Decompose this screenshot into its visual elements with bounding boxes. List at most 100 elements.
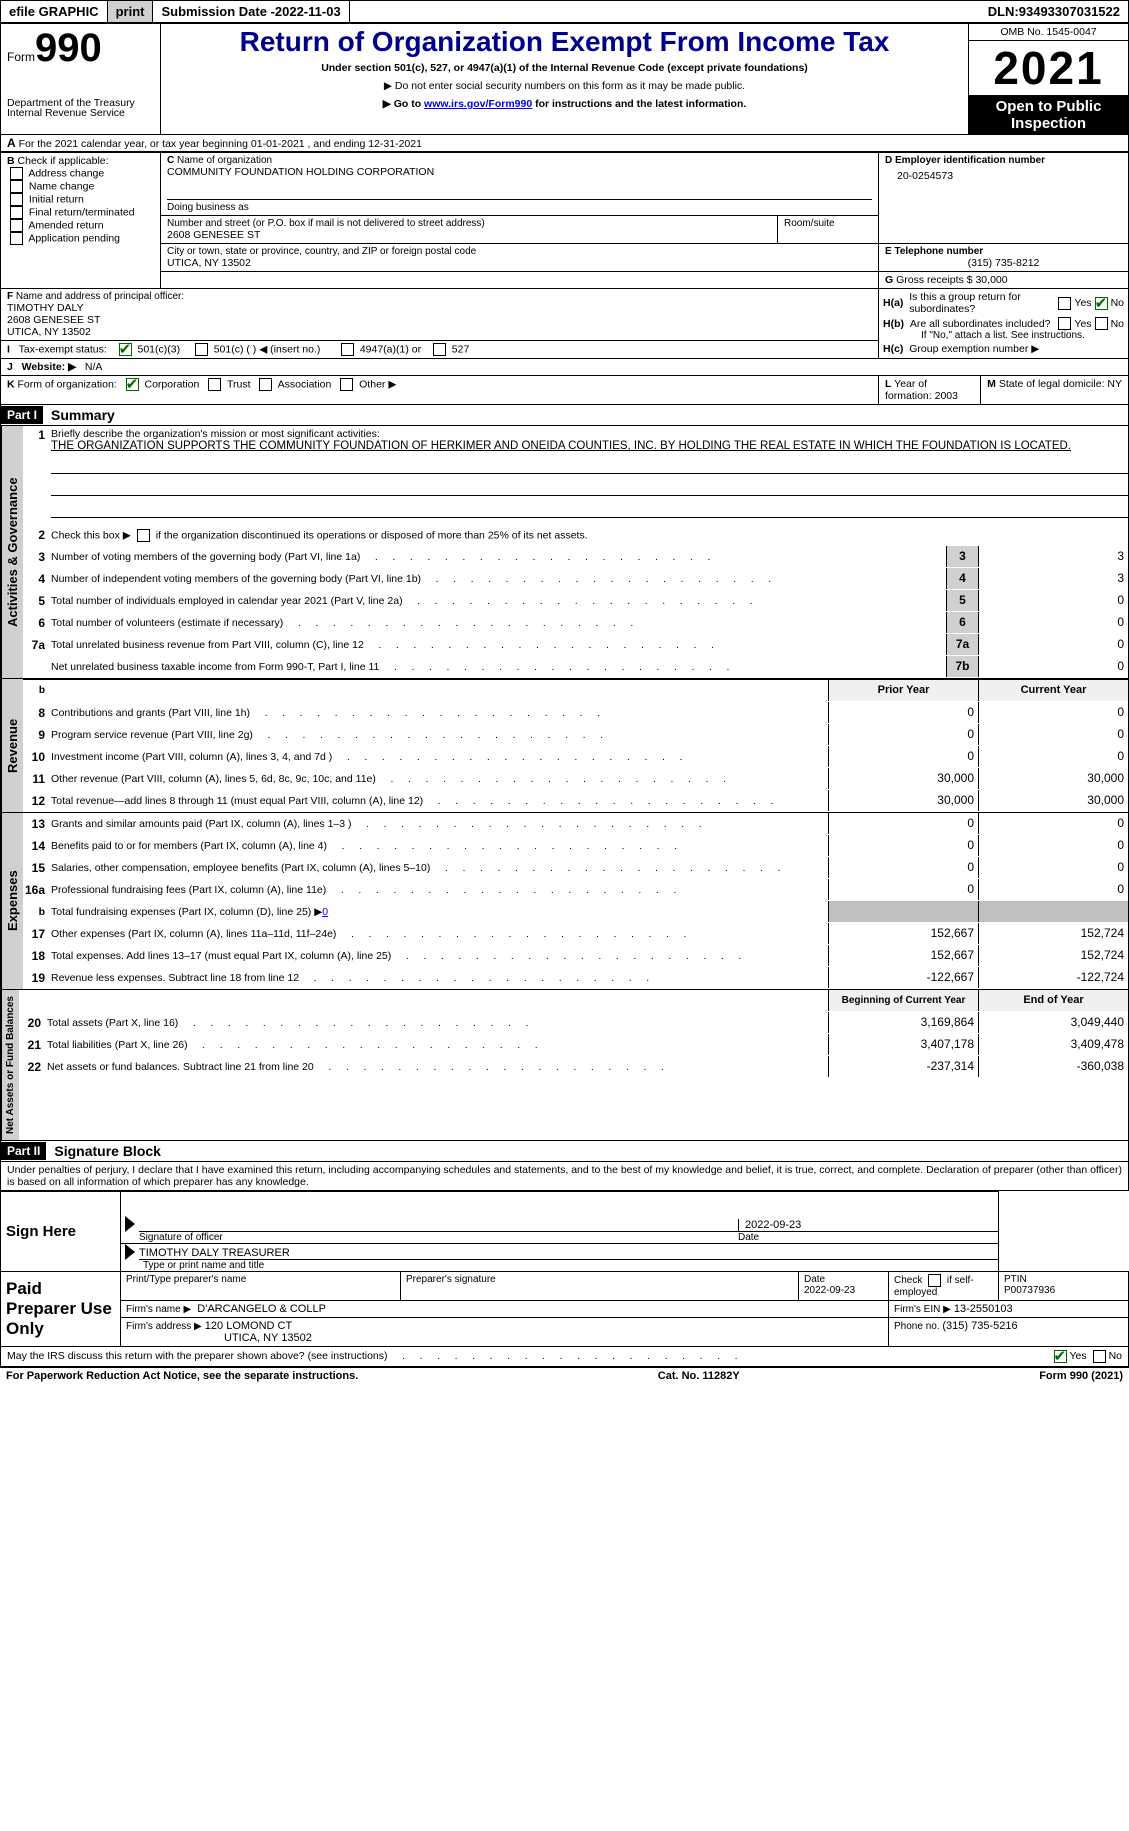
- summary-line: 3 Number of voting members of the govern…: [23, 546, 1128, 568]
- end-year-header: End of Year: [978, 990, 1128, 1011]
- footer-left: For Paperwork Reduction Act Notice, see …: [6, 1370, 358, 1382]
- ha-no[interactable]: [1095, 297, 1108, 310]
- revenue-section: Revenue b Prior Year Current Year 8 Cont…: [0, 679, 1129, 813]
- ha-yes[interactable]: [1058, 297, 1071, 310]
- sig-arrow-icon: [125, 1216, 135, 1232]
- tax-year: 2021: [969, 41, 1128, 95]
- officer-name: TIMOTHY DALY: [7, 302, 872, 314]
- mission-text: THE ORGANIZATION SUPPORTS THE COMMUNITY …: [51, 440, 1128, 452]
- chk-amended[interactable]: Amended return: [7, 219, 154, 232]
- org-name: COMMUNITY FOUNDATION HOLDING CORPORATION: [167, 166, 872, 178]
- line-b-desc: Total fundraising expenses (Part IX, col…: [51, 906, 828, 918]
- chk-discontinued[interactable]: [137, 529, 150, 542]
- q1-label: Briefly describe the organization's miss…: [51, 428, 1128, 440]
- summary-line: 19 Revenue less expenses. Subtract line …: [23, 967, 1128, 989]
- firm-addr1: 120 LOMOND CT: [205, 1320, 292, 1332]
- tax-year-line: A For the 2021 calendar year, or tax yea…: [0, 135, 1129, 152]
- footer-right: Form 990 (2021): [1039, 1370, 1123, 1382]
- sig-officer-label: Signature of officer: [139, 1232, 738, 1243]
- chk-527[interactable]: [433, 343, 446, 356]
- chk-501c3[interactable]: [119, 343, 132, 356]
- print-button[interactable]: print: [108, 1, 154, 22]
- netassets-label: Net Assets or Fund Balances: [1, 990, 19, 1140]
- summary-line: 11 Other revenue (Part VIII, column (A),…: [23, 768, 1128, 790]
- summary-line: 22 Net assets or fund balances. Subtract…: [19, 1056, 1128, 1078]
- chk-self-employed[interactable]: [928, 1274, 941, 1287]
- hb-no[interactable]: [1095, 317, 1108, 330]
- firm-phone-label: Phone no.: [894, 1321, 942, 1332]
- irs-link[interactable]: www.irs.gov/Form990: [424, 98, 532, 110]
- hb-label: Are all subordinates included?: [910, 318, 1056, 330]
- summary-line: 6 Total number of volunteers (estimate i…: [23, 612, 1128, 634]
- sign-here-label: Sign Here: [1, 1192, 121, 1272]
- hb-yes[interactable]: [1058, 317, 1071, 330]
- discuss-no[interactable]: [1093, 1350, 1106, 1363]
- efile-label: efile GRAPHIC: [1, 1, 108, 22]
- city-label: City or town, state or province, country…: [167, 246, 872, 257]
- expenses-section: Expenses 13 Grants and similar amounts p…: [0, 813, 1129, 990]
- street-label: Number and street (or P.O. box if mail i…: [167, 218, 771, 229]
- part2-title: Signature Block: [46, 1141, 169, 1161]
- summary-line: 10 Investment income (Part VIII, column …: [23, 746, 1128, 768]
- begin-year-header: Beginning of Current Year: [828, 990, 978, 1011]
- form-subtitle: Under section 501(c), 527, or 4947(a)(1)…: [167, 62, 962, 74]
- chk-trust[interactable]: [208, 378, 221, 391]
- sig-name-label: Type or print name and title: [125, 1260, 998, 1271]
- summary-line: 16a Professional fundraising fees (Part …: [23, 879, 1128, 901]
- form-note2: ▶ Go to www.irs.gov/Form990 for instruct…: [167, 98, 962, 110]
- prep-sig-label: Preparer's signature: [406, 1274, 793, 1285]
- page-footer: For Paperwork Reduction Act Notice, see …: [0, 1367, 1129, 1384]
- chk-address[interactable]: Address change: [7, 167, 154, 180]
- chk-final[interactable]: Final return/terminated: [7, 206, 154, 219]
- prep-date-value: 2022-09-23: [804, 1285, 883, 1296]
- chk-assoc[interactable]: [259, 378, 272, 391]
- org-info-table: B Check if applicable: Address change Na…: [0, 152, 1129, 405]
- website-label: Website: ▶: [22, 361, 77, 373]
- gross-value: 30,000: [975, 274, 1007, 286]
- chk-pending[interactable]: Application pending: [7, 232, 154, 245]
- chk-corp[interactable]: [126, 378, 139, 391]
- firm-ein-label: Firm's EIN ▶: [894, 1304, 951, 1315]
- shaded-cell: [828, 901, 978, 922]
- form-number: 990: [35, 26, 102, 70]
- activities-section: Activities & Governance 1 Briefly descri…: [0, 426, 1129, 679]
- h-note: If "No," attach a list. See instructions…: [883, 330, 1124, 341]
- check-applicable-label: Check if applicable:: [18, 155, 109, 167]
- officer-addr1: 2608 GENESEE ST: [7, 314, 872, 326]
- firm-ein: 13-2550103: [954, 1303, 1013, 1315]
- chk-501c[interactable]: [195, 343, 208, 356]
- prior-year-header: Prior Year: [828, 680, 978, 701]
- firm-name-label: Firm's name ▶: [126, 1304, 191, 1315]
- q2-label: Check this box ▶ if the organization dis…: [51, 529, 1128, 542]
- summary-line: 4 Number of independent voting members o…: [23, 568, 1128, 590]
- discuss-yes[interactable]: [1054, 1350, 1067, 1363]
- dln-cell: DLN: 93493307031522: [980, 1, 1128, 22]
- open-inspection: Open to Public Inspection: [969, 96, 1129, 135]
- chk-name[interactable]: Name change: [7, 180, 154, 193]
- spacer: [350, 1, 980, 22]
- summary-line: 18 Total expenses. Add lines 13–17 (must…: [23, 945, 1128, 967]
- website-value: N/A: [85, 361, 103, 373]
- form-org-label: Form of organization:: [18, 378, 117, 390]
- part1-header-row: Part I Summary: [0, 405, 1129, 426]
- chk-other[interactable]: [340, 378, 353, 391]
- part2-header-row: Part II Signature Block: [0, 1141, 1129, 1162]
- state-label: State of legal domicile:: [999, 378, 1108, 390]
- summary-line: 13 Grants and similar amounts paid (Part…: [23, 813, 1128, 835]
- chk-4947[interactable]: [341, 343, 354, 356]
- form-note1: Do not enter social security numbers on …: [167, 80, 962, 92]
- chk-initial[interactable]: Initial return: [7, 193, 154, 206]
- netassets-section: Net Assets or Fund Balances Beginning of…: [0, 990, 1129, 1141]
- ptin-value: P00737936: [1004, 1285, 1123, 1296]
- sub-b: b: [23, 685, 51, 696]
- summary-line: 17 Other expenses (Part IX, column (A), …: [23, 923, 1128, 945]
- discuss-label: May the IRS discuss this return with the…: [7, 1350, 388, 1363]
- summary-line: 20 Total assets (Part X, line 16) 3,169,…: [19, 1012, 1128, 1034]
- dba-label: Doing business as: [167, 202, 872, 213]
- sig-arrow-icon: [125, 1244, 135, 1260]
- street-value: 2608 GENESEE ST: [167, 229, 771, 241]
- line-b-num: b: [23, 906, 51, 918]
- gross-label: Gross receipts $: [896, 274, 972, 286]
- summary-line: 7a Total unrelated business revenue from…: [23, 634, 1128, 656]
- firm-name: D'ARCANGELO & COLLP: [197, 1303, 326, 1315]
